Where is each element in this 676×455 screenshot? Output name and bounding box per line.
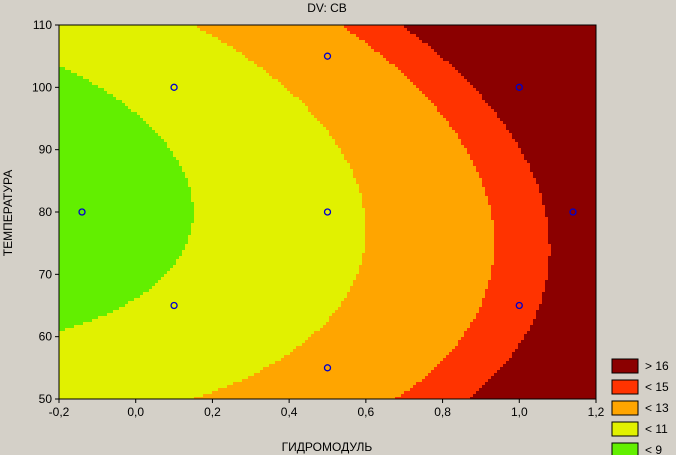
design-point <box>323 208 332 216</box>
design-point <box>323 52 332 60</box>
x-tick-label: -0,2 <box>49 405 70 419</box>
plot-area <box>58 24 597 400</box>
x-tick-label: 0,0 <box>127 405 144 419</box>
x-tick-label: 1,0 <box>511 405 528 419</box>
x-tick-label: 0,4 <box>281 405 298 419</box>
legend-label: > 16 <box>645 359 669 373</box>
legend-swatch <box>611 421 639 437</box>
y-axis-label: ТЕМПЕРАТУРА <box>1 170 15 256</box>
chart-title: DV: CB <box>307 1 347 15</box>
y-axis: 50 60 70 80 90 100 110 <box>32 18 59 406</box>
legend: > 16 < 15 < 13 < 11 < 9 <box>611 358 669 455</box>
x-tick-label: 0,6 <box>358 405 375 419</box>
legend-swatch <box>611 400 639 416</box>
legend-label: < 11 <box>645 422 668 436</box>
legend-swatch <box>611 442 639 455</box>
y-tick-label: 50 <box>39 392 53 406</box>
y-tick-label: 90 <box>39 143 53 157</box>
x-tick-label: 0,2 <box>204 405 221 419</box>
x-axis-label: ГИДРОМОДУЛЬ <box>282 440 373 454</box>
design-point <box>170 301 178 310</box>
legend-swatch <box>611 358 639 374</box>
design-point <box>170 83 178 91</box>
y-tick-label: 110 <box>33 18 52 32</box>
design-point <box>323 364 332 372</box>
design-point <box>515 83 523 91</box>
legend-label: < 13 <box>645 401 669 415</box>
y-tick-label: 100 <box>32 80 52 94</box>
x-tick-label: 0,8 <box>434 405 451 419</box>
y-tick-label: 80 <box>39 205 53 219</box>
x-tick-label: 1,2 <box>588 405 605 419</box>
legend-swatch <box>611 379 639 395</box>
y-tick-label: 70 <box>39 267 53 281</box>
x-axis: -0,2 0,0 0,2 0,4 0,6 0,8 1,0 1,2 <box>49 399 605 419</box>
design-point <box>78 208 86 216</box>
design-point <box>515 301 523 310</box>
legend-label: < 9 <box>645 443 662 455</box>
design-point <box>569 208 577 216</box>
legend-label: < 15 <box>645 380 669 394</box>
y-tick-label: 60 <box>39 330 53 344</box>
